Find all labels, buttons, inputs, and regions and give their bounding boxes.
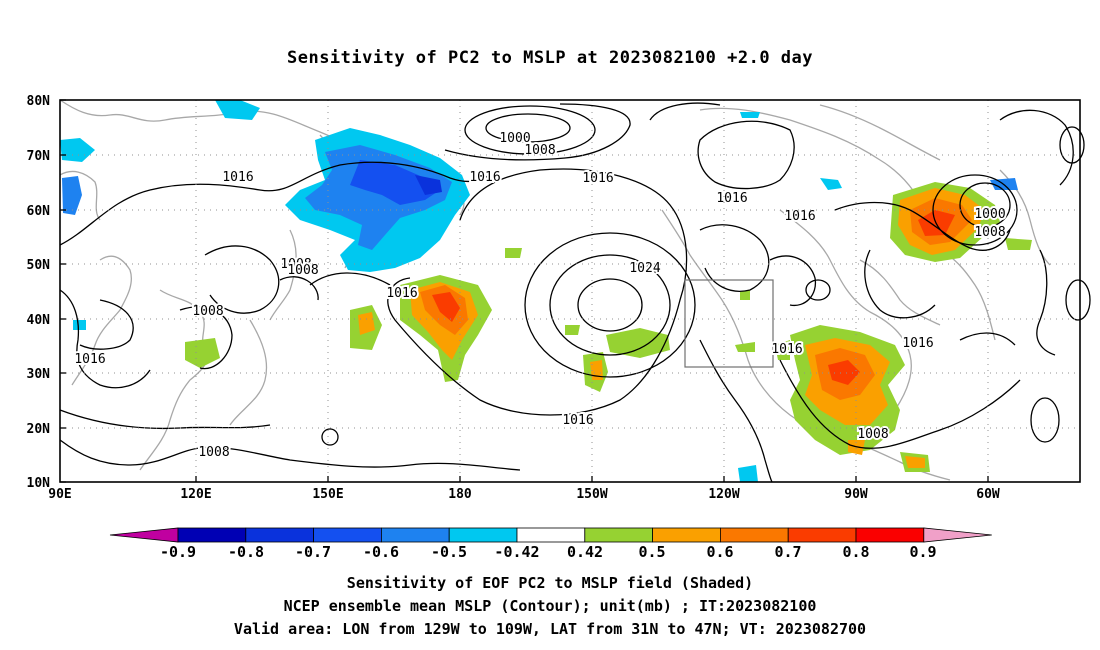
colorbar-labels: -0.9 -0.8 -0.7 -0.6 -0.5 -0.42 0.42 0.5 … bbox=[160, 543, 937, 561]
colorbar-swatch bbox=[855, 527, 925, 543]
lat-label: 30N bbox=[27, 367, 51, 382]
colorbar-label: 0.6 bbox=[706, 543, 733, 561]
contour-label: 1016 bbox=[902, 336, 933, 351]
lon-label: 60W bbox=[976, 487, 1000, 502]
contour-label: 1008 bbox=[280, 257, 311, 272]
colorbar-swatch bbox=[516, 527, 586, 543]
lat-label: 20N bbox=[27, 422, 51, 437]
colorbar-swatch bbox=[177, 527, 247, 543]
caption-line-1: Sensitivity of EOF PC2 to MSLP field (Sh… bbox=[346, 574, 754, 592]
colorbar-swatch bbox=[720, 527, 789, 543]
contour-label: 1016 bbox=[74, 352, 105, 367]
contour-label: 1008 bbox=[974, 225, 1005, 240]
lon-label: 150W bbox=[576, 487, 607, 502]
colorbar-label: 0.7 bbox=[774, 543, 801, 561]
lon-labels: 90E 120E 150E 180 150W 120W 90W 60W bbox=[48, 487, 1000, 502]
lon-label: 120E bbox=[180, 487, 211, 502]
map-frame bbox=[59, 99, 1081, 483]
lat-label: 50N bbox=[27, 258, 51, 273]
contour-label: 1016 bbox=[784, 209, 815, 224]
lat-label: 80N bbox=[27, 94, 51, 109]
contour-label: 1016 bbox=[469, 170, 500, 185]
lon-label: 180 bbox=[448, 487, 472, 502]
colorbar-swatch bbox=[245, 527, 315, 543]
valid-area-box bbox=[684, 279, 774, 368]
colorbar-swatch bbox=[787, 527, 857, 543]
colorbar-label: -0.7 bbox=[295, 543, 331, 561]
map-title: Sensitivity of PC2 to MSLP at 2023082100… bbox=[286, 48, 813, 68]
axis-ticks bbox=[60, 99, 989, 483]
colorbar-label: 0.9 bbox=[909, 543, 936, 561]
colorbar-swatch bbox=[652, 527, 721, 543]
colorbar-swatch bbox=[448, 527, 518, 543]
colorbar-swatch bbox=[584, 527, 653, 543]
colorbar-label: -0.8 bbox=[228, 543, 264, 561]
contour-label: 1000 bbox=[499, 131, 530, 146]
contour-label: 1008 bbox=[192, 304, 223, 319]
contour-label: 1008 bbox=[287, 263, 318, 278]
lon-label: 120W bbox=[708, 487, 739, 502]
shading bbox=[60, 100, 1032, 482]
colorbar-right-arrow bbox=[923, 527, 992, 543]
lat-label: 70N bbox=[27, 149, 51, 164]
contour-label: 1016 bbox=[582, 171, 613, 186]
colorbar-label: 0.8 bbox=[842, 543, 869, 561]
contour-label: 1008 bbox=[198, 445, 229, 460]
contour-label: 1000 bbox=[974, 207, 1005, 222]
gridlines bbox=[60, 100, 1080, 482]
colorbar-label: 0.5 bbox=[638, 543, 665, 561]
lon-label: 90W bbox=[844, 487, 868, 502]
contour-label: 1024 bbox=[629, 261, 660, 276]
contour-label: 1016 bbox=[562, 413, 593, 428]
colorbar-left-arrow bbox=[109, 527, 179, 543]
colorbar-swatch bbox=[313, 527, 382, 543]
lat-label: 10N bbox=[27, 476, 51, 491]
contour-label: 1016 bbox=[386, 286, 417, 301]
colorbar-label: 0.42 bbox=[567, 543, 603, 561]
colorbar-label: -0.6 bbox=[363, 543, 399, 561]
contour-label: 1008 bbox=[857, 427, 888, 442]
mslp-contours bbox=[59, 102, 1091, 483]
colorbar-label: -0.42 bbox=[494, 543, 539, 561]
lat-label: 60N bbox=[27, 204, 51, 219]
caption-line-2: NCEP ensemble mean MSLP (Contour); unit(… bbox=[283, 597, 817, 615]
contour-labels: 1000 1008 1016 1016 1016 1016 1024 1016 … bbox=[72, 129, 1007, 462]
contour-label: 1008 bbox=[524, 143, 555, 158]
contour-label: 1016 bbox=[222, 170, 253, 185]
lat-labels: 80N 70N 60N 50N 40N 30N 20N 10N bbox=[27, 94, 51, 491]
caption-line-3: Valid area: LON from 129W to 109W, LAT f… bbox=[233, 620, 867, 638]
colorbar-label: -0.9 bbox=[160, 543, 196, 561]
colorbar bbox=[109, 527, 992, 543]
colorbar-swatch bbox=[380, 527, 450, 543]
colorbar-label: -0.5 bbox=[431, 543, 467, 561]
lat-label: 40N bbox=[27, 313, 51, 328]
contour-label: 1016 bbox=[771, 342, 802, 357]
contour-label: 1016 bbox=[716, 191, 747, 206]
lon-label: 90E bbox=[48, 487, 71, 502]
lon-label: 150E bbox=[312, 487, 343, 502]
